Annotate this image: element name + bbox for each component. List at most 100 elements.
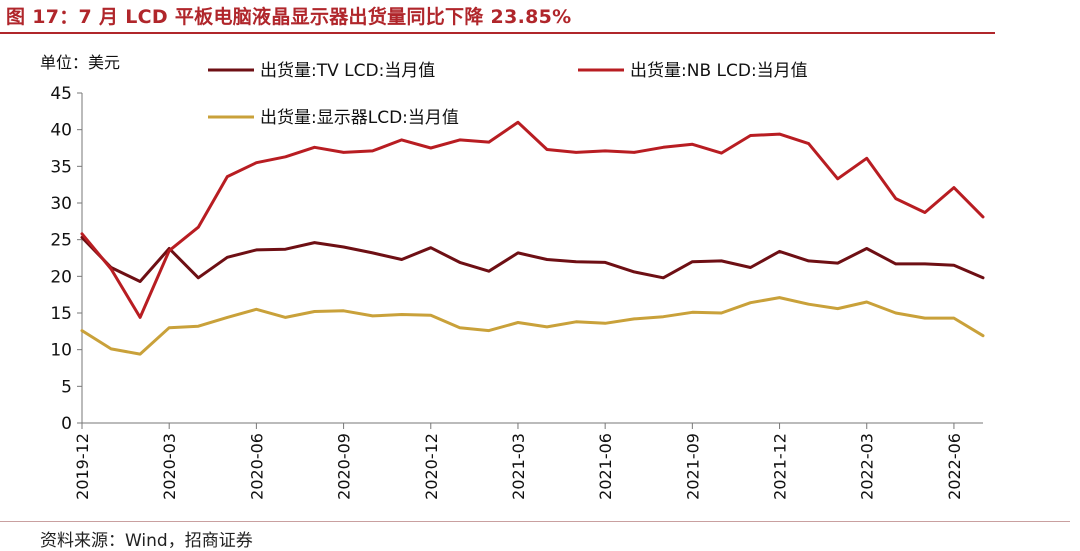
data-point [168,326,171,329]
data-point [691,260,694,263]
data-point [807,303,810,306]
data-point [371,314,374,318]
data-point [400,138,403,142]
x-tick-label: 2019-12 [73,433,92,500]
data-point [80,329,84,332]
data-point [284,248,287,251]
data-point [923,211,927,214]
data-point [720,259,723,263]
data-point [342,245,345,249]
data-point [255,248,258,252]
x-tick-label: 2020-09 [335,433,354,500]
data-point [952,186,956,189]
data-point [633,317,636,321]
data-point [574,151,578,154]
data-point [662,146,665,149]
data-point [516,251,520,255]
y-tick-label: 10 [50,341,72,361]
y-tick-label: 45 [50,84,72,104]
data-point [894,197,897,200]
data-point [574,260,578,263]
data-point [807,259,810,263]
line-chart: 单位：美元 0 5 10 15 20 25 30 35 40 45 2019-12 2020-03 20… [40,53,985,500]
data-point [138,352,142,356]
data-point [487,329,491,332]
y-tick-label: 15 [50,304,72,324]
data-point [720,311,723,315]
data-point [778,296,781,299]
data-point [691,143,694,146]
data-point [836,177,839,180]
series-line-monitor-lcd [80,296,985,356]
data-point [749,134,752,137]
data-point [342,309,345,312]
data-point [865,247,868,250]
series-group [80,120,985,319]
data-point [923,262,927,266]
data-point [923,316,927,320]
data-point [226,316,229,319]
data-point [807,142,810,145]
y-tick-label: 35 [50,157,72,177]
legend-label: 出货量:显示器LCD:当月值 [260,108,459,128]
figure-title: 图 17：7 月 LCD 平板电脑液晶显示器出货量同比下降 23.85% [6,6,572,28]
series-group [80,296,985,356]
x-tick-label: 2020-12 [422,433,441,500]
data-point [255,308,258,311]
source-rule [0,521,1070,522]
source-note: 资料来源：Wind，招商证券 [40,531,253,551]
data-point [865,300,868,304]
data-point [981,215,985,219]
axes: 0 5 10 15 20 25 30 35 40 45 2019-12 2020-03 2020-06 2… [50,84,983,500]
data-point [400,258,403,261]
legend-item: 出货量:TV LCD:当月值 [208,61,435,81]
data-point [981,276,985,279]
data-point [197,325,200,328]
data-point [80,236,84,239]
series-layer [80,120,985,356]
data-point [429,314,432,317]
data-point [487,270,491,273]
x-tick-label: 2020-03 [160,433,179,500]
data-point [604,261,607,264]
y-tick-label: 0 [61,414,72,434]
data-point [429,146,432,150]
x-tick-label: 2021-09 [683,433,702,500]
data-point [545,325,549,329]
data-point [952,264,956,267]
title-rule [0,32,995,34]
data-point [691,311,694,314]
data-point [109,267,113,271]
data-point [284,316,287,319]
data-point [778,132,781,136]
data-point [168,249,171,252]
data-point [952,316,956,320]
data-point [255,161,258,164]
data-point [197,276,200,279]
data-point [836,307,839,310]
series-line-nb-lcd [80,120,985,319]
data-point [633,151,636,154]
data-point [226,175,229,178]
data-point [894,262,897,266]
x-tick-label: 2022-06 [945,433,964,500]
series-group [80,236,985,283]
data-point [604,322,607,325]
y-tick-label: 5 [61,377,72,397]
x-tick-label: 2022-03 [858,433,877,500]
data-point [749,301,752,304]
data-point [109,347,113,351]
data-point [516,321,520,324]
data-point [371,251,374,255]
data-point [487,140,491,144]
data-point [545,148,549,151]
legend-item: 出货量:NB LCD:当月值 [578,61,808,81]
data-point [458,261,461,264]
data-point [284,155,287,158]
data-point [226,256,229,259]
data-point [836,261,839,265]
unit-label: 单位：美元 [40,53,120,72]
data-point [894,311,897,315]
data-point [749,266,752,269]
x-tick-label: 2021-06 [596,433,615,500]
